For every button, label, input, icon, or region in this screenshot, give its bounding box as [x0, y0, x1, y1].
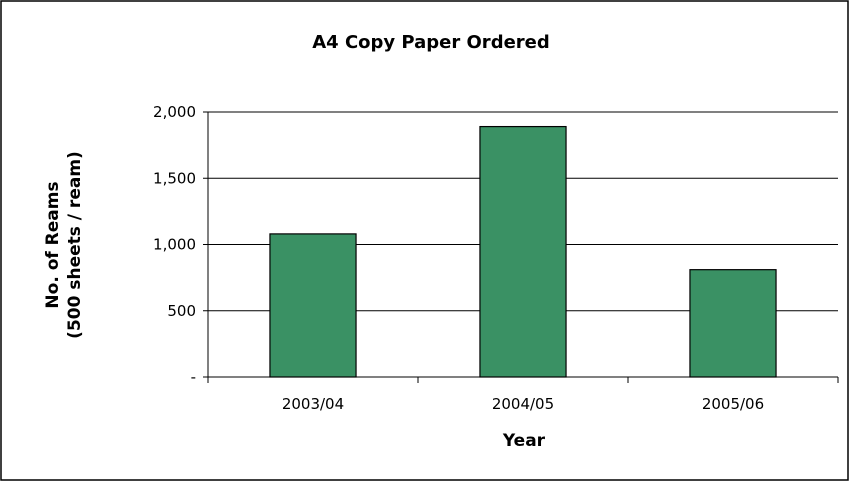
x-tick-label: 2004/05: [492, 395, 554, 413]
x-tick-labels: 2003/04 2004/05 2005/06: [282, 395, 764, 413]
bar: [269, 233, 357, 378]
x-axis-title: Year: [502, 431, 546, 451]
y-tick-label: 1,500: [153, 169, 196, 187]
y-axis-title-line-1: No. of Reams: [43, 181, 63, 308]
chart-title: A4 Copy Paper Ordered: [312, 32, 550, 53]
axes: [203, 111, 839, 383]
bar: [479, 125, 567, 378]
y-tick-label: -: [191, 368, 196, 386]
y-tick-label: 1,000: [153, 236, 196, 254]
bar: [689, 269, 777, 378]
y-tick-label: 500: [167, 302, 196, 320]
x-tick-label: 2005/06: [702, 395, 764, 413]
y-axis-title: No. of Reams (500 sheets / ream): [43, 151, 85, 339]
y-axis-title-line-2: (500 sheets / ream): [65, 151, 85, 339]
y-tick-labels: - 500 1,000 1,500 2,000: [153, 103, 196, 386]
x-tick-label: 2003/04: [282, 395, 344, 413]
y-tick-label: 2,000: [153, 103, 196, 121]
bars: [269, 125, 777, 378]
